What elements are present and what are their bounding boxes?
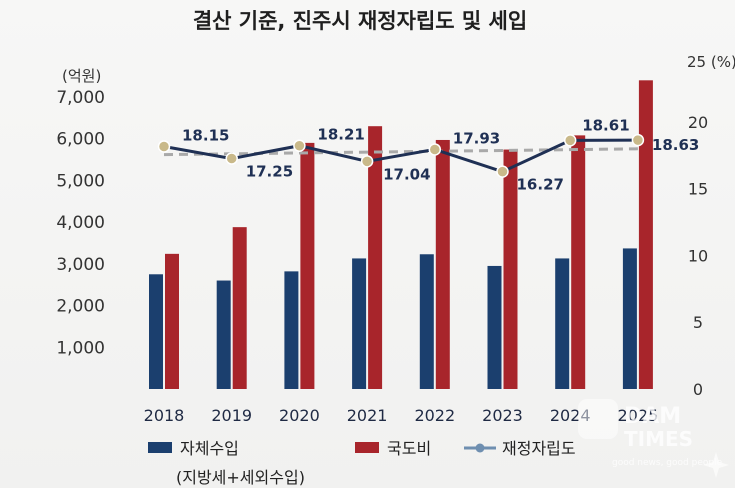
legend: 자체수입 (지방세+세외수입) 국도비 재정자립도 (148, 439, 576, 487)
bar-own-revenue (216, 280, 231, 389)
bar-own-revenue (352, 258, 367, 389)
bar-national-subsidy (503, 149, 518, 389)
y-left-tick-label: 5,000 (56, 171, 105, 191)
y-left-tick-label: 2,000 (56, 297, 105, 317)
y-left-unit: (억원) (62, 67, 101, 85)
bar-national-subsidy (165, 253, 179, 389)
y-left-tick-label: 1,000 (56, 338, 105, 358)
x-tick-label: 2019 (211, 406, 252, 425)
y-right-tick-label: 5 (693, 313, 703, 332)
y-right-unit: 25 (%) (687, 53, 735, 71)
ratio-data-label: 17.25 (246, 163, 293, 181)
ratio-marker (428, 143, 442, 156)
bar-national-subsidy (232, 227, 247, 389)
x-axis: 2018 2019 2020 2021 2022 2023 2024 2025 (144, 406, 659, 425)
bar-own-revenue (487, 265, 502, 389)
x-tick-label: 2018 (144, 406, 185, 425)
y-left-tick-label: 3,000 (56, 255, 105, 275)
x-tick-label: 2022 (414, 406, 455, 425)
bar-own-revenue (622, 248, 637, 389)
legend-swatch-national-subsidy (355, 442, 379, 453)
y-right-tick-label: 0 (693, 380, 703, 399)
y-right-tick-label: 15 (688, 180, 708, 199)
ratio-marker (496, 165, 509, 178)
x-tick-label: 2025 (618, 406, 659, 425)
ratio-line-series: 18.15 17.25 18.21 17.04 17.93 16.27 18.61 18.63 (157, 116, 699, 194)
y-left-tick-label: 4,000 (56, 213, 105, 233)
trendline (163, 147, 638, 157)
bar-own-revenue (149, 274, 163, 389)
legend-swatch-own-revenue (148, 442, 172, 453)
watermark-tagline: good news, good people (612, 458, 723, 468)
ratio-marker (631, 133, 645, 147)
ratio-data-label: 18.63 (652, 136, 699, 154)
trendline-path (163, 147, 638, 157)
ratio-data-label: 18.15 (182, 127, 229, 145)
sparkle-icon (703, 452, 729, 478)
watermark-brand: DAM (624, 404, 681, 429)
ratio-marker (225, 152, 238, 165)
bar-own-revenue (555, 258, 570, 389)
x-tick-label: 2021 (347, 406, 388, 425)
watermark-logo-icon (578, 399, 618, 439)
y-left-tick-label: 7,000 (56, 88, 105, 108)
legend-note: (지방세+세외수입) (176, 468, 305, 487)
bar-series (149, 80, 653, 390)
watermark-sub: TIMES (624, 427, 693, 451)
legend-label-own-revenue: 자체수입 (180, 439, 239, 458)
ratio-marker (293, 139, 306, 152)
y-right-tick-label: 10 (688, 246, 708, 265)
legend-label-national-subsidy: 국도비 (387, 439, 431, 458)
bar-national-subsidy (368, 126, 383, 389)
ratio-data-label: 17.93 (453, 129, 500, 147)
bar-national-subsidy (300, 142, 315, 389)
legend-swatch-ratio-marker (475, 443, 485, 453)
ratio-data-label: 17.04 (383, 165, 430, 183)
bar-national-subsidy (571, 135, 586, 389)
legend-label-ratio: 재정자립도 (502, 439, 576, 458)
bar-national-subsidy (435, 139, 450, 389)
y-right-axis: 0 5 10 15 20 (688, 113, 708, 399)
ratio-marker (563, 134, 577, 147)
chart-title: 결산 기준, 진주시 재정자립도 및 세입 (193, 9, 527, 33)
bar-national-subsidy (638, 80, 653, 390)
x-tick-label: 2020 (279, 406, 320, 425)
watermark: DAM TIMES good news, good people (578, 399, 729, 478)
ratio-data-label: 16.27 (517, 176, 564, 194)
x-tick-label: 2024 (550, 406, 591, 425)
y-left-tick-label: 6,000 (56, 130, 105, 150)
x-tick-label: 2023 (482, 406, 523, 425)
ratio-data-label: 18.61 (582, 116, 629, 134)
ratio-marker (157, 140, 171, 153)
y-right-tick-label: 20 (688, 113, 708, 132)
ratio-line (163, 138, 638, 174)
ratio-data-label: 18.21 (317, 126, 364, 144)
bar-own-revenue (284, 271, 299, 389)
bar-own-revenue (419, 254, 434, 389)
ratio-marker (360, 155, 374, 168)
y-left-axis: 1,000 2,000 3,000 4,000 5,000 6,000 7,000 (56, 88, 105, 358)
